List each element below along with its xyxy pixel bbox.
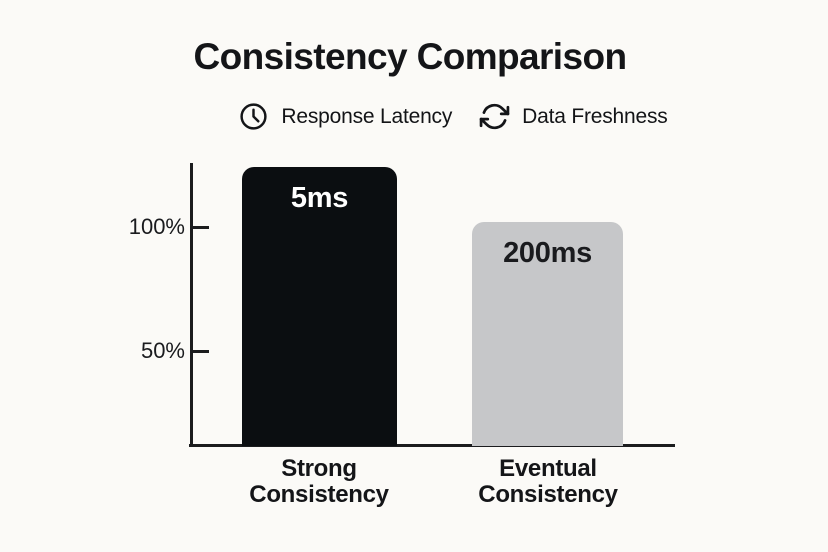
bar-value-label-eventual: 200ms [503, 237, 592, 269]
x-category-label-strong: Strong Consistency [249, 455, 389, 508]
bar-value-label-strong: 5ms [290, 182, 349, 214]
sync-icon [479, 101, 510, 132]
y-tick-50 [192, 350, 209, 353]
legend: Response Latency Data Freshness [39, 101, 828, 132]
y-tick-label-100: 100% [128, 214, 185, 239]
page-title: Consistency Comparison [193, 36, 628, 77]
y-tick-100 [192, 226, 209, 229]
x-category-label-eventual: Eventual Consistency [478, 455, 618, 508]
bar-eventual-consistency: 200ms [472, 222, 623, 446]
y-tick-label-50: 50% [140, 338, 185, 363]
bar-strong-consistency: 5ms [242, 167, 397, 446]
legend-label-data-freshness: Data Freshness [522, 104, 668, 128]
x-axis-line [189, 444, 675, 447]
legend-item-response-latency: Response Latency [238, 101, 452, 132]
y-axis-line [190, 163, 193, 446]
legend-item-data-freshness: Data Freshness [479, 101, 668, 132]
clock-icon [238, 101, 269, 132]
legend-label-response-latency: Response Latency [281, 104, 453, 128]
